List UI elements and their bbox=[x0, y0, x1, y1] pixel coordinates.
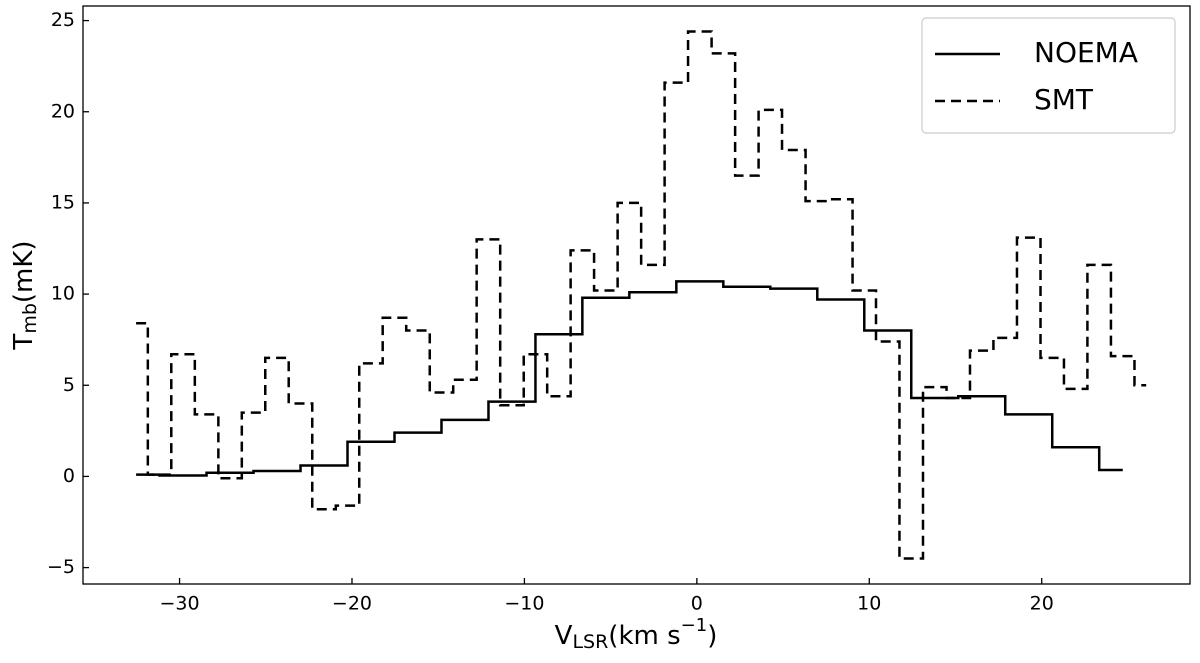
y-tick-label: 10 bbox=[51, 283, 75, 305]
y-tick-label: 20 bbox=[51, 100, 75, 122]
y-tick-label: 0 bbox=[63, 465, 75, 487]
plot-frame bbox=[82, 5, 1191, 585]
y-tick-label: 15 bbox=[51, 191, 75, 213]
y-axis-label: Tmb(mK) bbox=[9, 240, 41, 350]
x-label-sup: −1 bbox=[681, 615, 708, 636]
legend-label: NOEMA bbox=[1034, 36, 1138, 69]
step-line bbox=[136, 30, 1147, 560]
x-tick-label: 0 bbox=[691, 593, 703, 615]
y-tick-label: −5 bbox=[47, 556, 75, 578]
x-label-main: V bbox=[555, 621, 573, 651]
y-label-sub: mb bbox=[19, 303, 41, 334]
y-label-rest: (mK) bbox=[9, 240, 39, 303]
x-tick-label: 10 bbox=[857, 593, 881, 615]
y-tick-label: 25 bbox=[51, 9, 75, 31]
x-label-end: ) bbox=[707, 621, 717, 651]
x-label-rest: (km s bbox=[608, 621, 680, 651]
legend-box bbox=[921, 17, 1176, 134]
x-label-sub: LSR bbox=[572, 631, 608, 653]
x-tick-label: −10 bbox=[504, 593, 544, 615]
step-line bbox=[136, 280, 1123, 477]
y-tick-label: 5 bbox=[63, 374, 75, 396]
x-tick-label: −30 bbox=[160, 593, 200, 615]
y-label-main: T bbox=[9, 334, 39, 351]
x-tick-label: −20 bbox=[332, 593, 372, 615]
x-axis-label: VLSR(km s−1) bbox=[555, 615, 718, 653]
legend-label: SMT bbox=[1034, 83, 1094, 116]
x-tick-label: 20 bbox=[1030, 593, 1054, 615]
